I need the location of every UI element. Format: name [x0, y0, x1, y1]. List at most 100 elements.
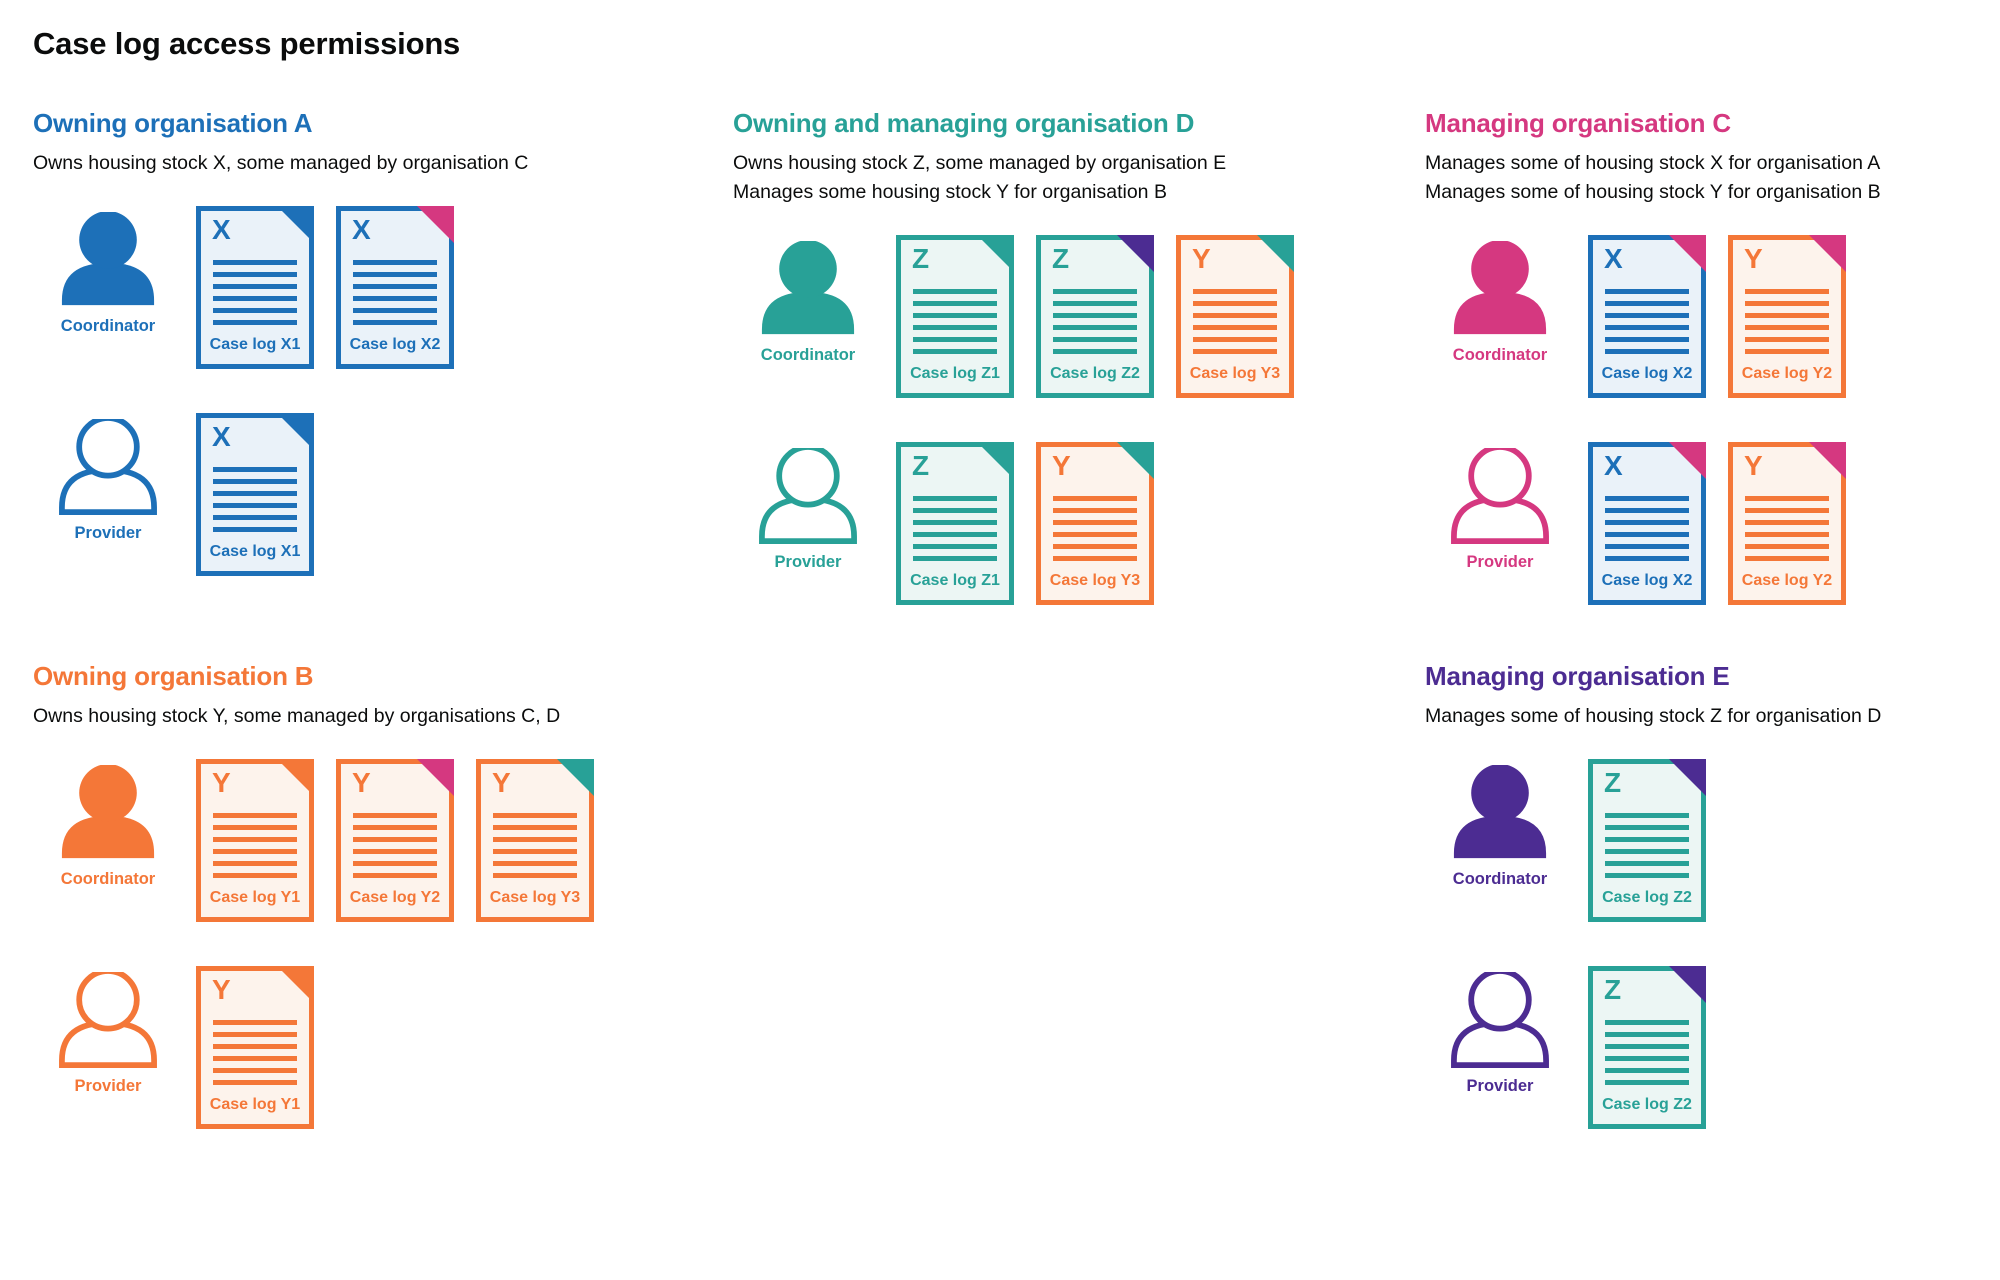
doc-text-line [913, 508, 997, 513]
doc-text-line [213, 491, 297, 496]
folded-corner-icon [1809, 235, 1846, 272]
description-line: Manages some of housing stock Y for orga… [1425, 181, 1881, 203]
person-block: Provider [33, 413, 183, 543]
doc-text-line [1605, 825, 1689, 830]
folded-corner-icon [557, 759, 594, 796]
doc-text-line [1193, 313, 1277, 318]
org-section-d: Owning and managing organisation D Owns h… [733, 108, 1425, 605]
doc-text-line [1053, 520, 1137, 525]
doc-label: Case log Y3 [489, 889, 581, 906]
doc-text-line [913, 544, 997, 549]
doc-text-line [913, 496, 997, 501]
row-d-coordinator: Coordinator Z Case log Z1 Z Case log Z2 Y Case… [733, 235, 1425, 398]
doc-stock-letter: Z [912, 243, 930, 274]
case-log-doc: Z Case log Z1 [896, 235, 1014, 398]
doc-text-line [1053, 532, 1137, 537]
doc-text-line [1053, 301, 1137, 306]
doc-label: Case log X1 [209, 543, 301, 560]
doc-stock-letter: Z [912, 450, 930, 481]
doc-stock-letter: Z [1604, 974, 1622, 1005]
case-log-doc: Y Case log Y2 [1728, 442, 1846, 605]
doc-label: Case log Y1 [209, 1096, 301, 1113]
doc-label: Case log Z2 [1050, 365, 1140, 382]
role-label: Coordinator [760, 346, 856, 364]
folded-corner-icon [1669, 235, 1706, 272]
case-log-doc: Y Case log Y3 [1036, 442, 1154, 605]
page-title: Case log access permissions [33, 26, 461, 61]
provider-person-icon [1451, 448, 1549, 544]
doc-text-line [913, 301, 997, 306]
doc-text-line [1053, 313, 1137, 318]
doc-text-line [213, 1080, 297, 1085]
doc-text-line [1193, 325, 1277, 330]
doc-text-line [1605, 861, 1689, 866]
person-block: Provider [33, 966, 183, 1096]
doc-stock-letter: X [212, 421, 231, 452]
row-a-provider: Provider X Case log X1 [33, 413, 733, 576]
section-description: Owns housing stock Y, some managed by or… [33, 702, 733, 731]
case-log-doc: X Case log X1 [196, 413, 314, 576]
case-log-doc: Y Case log Y3 [476, 759, 594, 922]
doc-text-line [913, 349, 997, 354]
description-line: Manages some of housing stock X for orga… [1425, 152, 1881, 174]
doc-text-lines [913, 496, 997, 568]
doc-text-line [913, 325, 997, 330]
case-log-doc: X Case log X1 [196, 206, 314, 369]
doc-text-line [213, 260, 297, 265]
folded-corner-icon [1257, 235, 1294, 272]
org-section-e: Managing organisation E Manages some of h… [1425, 661, 1960, 1129]
doc-text-line [353, 320, 437, 325]
doc-stock-letter: Y [212, 767, 231, 798]
doc-text-line [493, 825, 577, 830]
doc-text-line [1745, 496, 1829, 501]
person-block: Provider [733, 442, 883, 572]
doc-text-line [1053, 496, 1137, 501]
doc-text-lines [1193, 289, 1277, 361]
doc-text-lines [1053, 289, 1137, 361]
doc-text-line [1605, 544, 1689, 549]
doc-text-line [493, 837, 577, 842]
doc-label: Case log Z1 [910, 572, 1000, 589]
doc-text-line [1605, 1080, 1689, 1085]
doc-text-line [913, 289, 997, 294]
person-block: Coordinator [1425, 235, 1575, 365]
doc-text-line [1053, 337, 1137, 342]
description-line: Owns housing stock Z, some managed by or… [733, 152, 1227, 174]
doc-text-line [1605, 837, 1689, 842]
role-label: Coordinator [1452, 346, 1548, 364]
person-block: Provider [1425, 442, 1575, 572]
doc-text-line [353, 272, 437, 277]
doc-text-line [1605, 496, 1689, 501]
section-description: Owns housing stock X, some managed by or… [33, 149, 733, 178]
doc-text-lines [493, 813, 577, 885]
org-section-c: Managing organisation C Manages some of h… [1425, 108, 1960, 605]
doc-text-line [493, 813, 577, 818]
doc-text-line [1605, 349, 1689, 354]
doc-text-line [353, 308, 437, 313]
doc-text-lines [353, 260, 437, 332]
doc-text-lines [1745, 496, 1829, 568]
doc-label: Case log Y1 [209, 889, 301, 906]
case-log-docs: X Case log X1 [196, 413, 314, 576]
doc-text-line [213, 1020, 297, 1025]
doc-text-line [493, 849, 577, 854]
doc-stock-letter: Y [352, 767, 371, 798]
doc-text-line [1745, 532, 1829, 537]
doc-label: Case log Y3 [1189, 365, 1281, 382]
folded-corner-icon [1669, 442, 1706, 479]
case-log-docs: Z Case log Z1 Y Case log Y3 [896, 442, 1154, 605]
doc-text-line [1605, 1044, 1689, 1049]
doc-text-line [353, 813, 437, 818]
row-e-coordinator: Coordinator Z Case log Z2 [1425, 759, 1960, 922]
role-label: Provider [774, 553, 842, 571]
section-description: Manages some of housing stock X for orga… [1425, 149, 1960, 207]
doc-text-line [213, 1032, 297, 1037]
folded-corner-icon [1669, 966, 1706, 1003]
doc-stock-letter: X [1604, 450, 1623, 481]
row-b-provider: Provider Y Case log Y1 [33, 966, 733, 1129]
person-block: Coordinator [733, 235, 883, 365]
doc-text-lines [1745, 289, 1829, 361]
doc-text-lines [1605, 496, 1689, 568]
doc-label: Case log Y3 [1049, 572, 1141, 589]
org-sections-grid: Owning organisation A Owns housing stock … [33, 108, 1960, 1129]
